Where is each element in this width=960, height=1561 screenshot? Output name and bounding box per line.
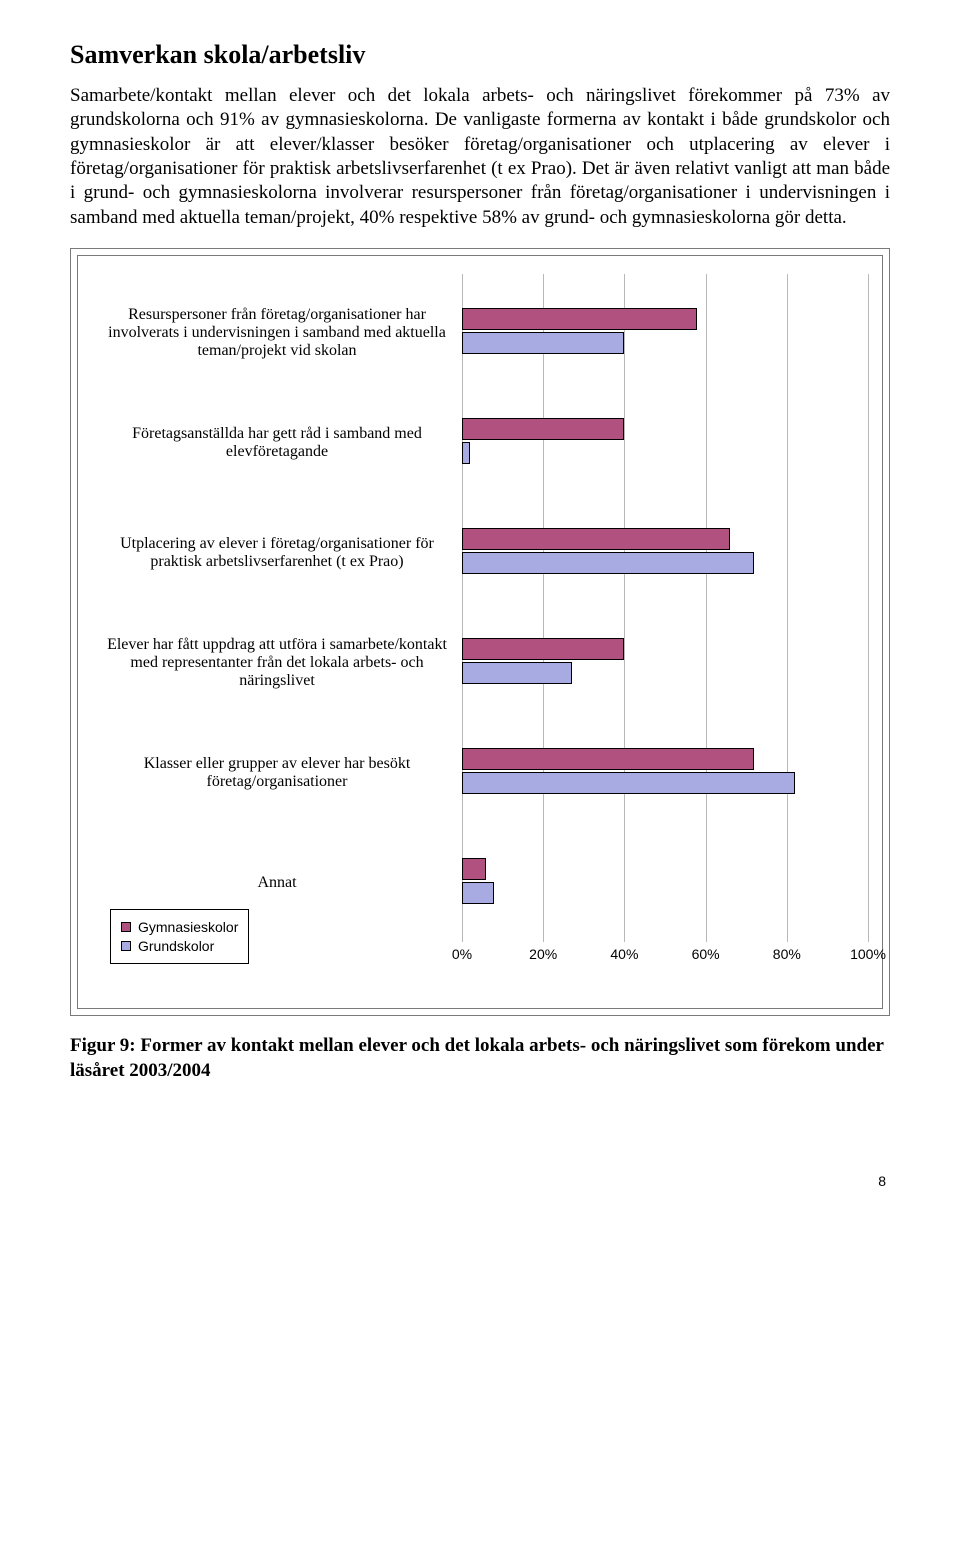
chart-row-bars bbox=[462, 498, 868, 608]
chart-row-label: Utplacering av elever i företag/organisa… bbox=[92, 535, 462, 571]
bar-grund bbox=[462, 772, 795, 794]
chart-row: Elever har fått uppdrag att utföra i sam… bbox=[92, 608, 868, 718]
gridline bbox=[868, 274, 869, 942]
chart-row-label: Klasser eller grupper av elever har besö… bbox=[92, 755, 462, 791]
chart-legend: Gymnasieskolor Grundskolor bbox=[110, 909, 249, 964]
chart-row-bars bbox=[462, 608, 868, 718]
bar-gymnasium bbox=[462, 858, 486, 880]
legend-label-gymnasium: Gymnasieskolor bbox=[138, 919, 238, 935]
legend-item-gymnasium: Gymnasieskolor bbox=[121, 919, 238, 935]
chart-row: Utplacering av elever i företag/organisa… bbox=[92, 498, 868, 608]
axis-tick-label: 20% bbox=[529, 946, 557, 962]
axis-tick-label: 40% bbox=[610, 946, 638, 962]
axis-tick-label: 80% bbox=[773, 946, 801, 962]
page-number: 8 bbox=[70, 1173, 890, 1189]
legend-item-grund: Grundskolor bbox=[121, 938, 238, 954]
bar-gymnasium bbox=[462, 308, 697, 330]
chart-plot-area: Resurspersoner från företag/organisation… bbox=[92, 278, 868, 938]
chart-row-label: Företagsanställda har gett råd i samband… bbox=[92, 425, 462, 461]
legend-swatch-grund bbox=[121, 941, 131, 951]
bar-grund bbox=[462, 882, 494, 904]
axis-tick-label: 100% bbox=[850, 946, 886, 962]
bar-grund bbox=[462, 662, 572, 684]
bar-grund bbox=[462, 442, 470, 464]
chart-row: Företagsanställda har gett råd i samband… bbox=[92, 388, 868, 498]
axis-tick-label: 0% bbox=[452, 946, 472, 962]
body-paragraph: Samarbete/kontakt mellan elever och det … bbox=[70, 84, 890, 230]
chart-row-label: Resurspersoner från företag/organisation… bbox=[92, 306, 462, 360]
chart-outer-frame: Resurspersoner från företag/organisation… bbox=[70, 248, 890, 1016]
bar-gymnasium bbox=[462, 638, 624, 660]
bar-grund bbox=[462, 552, 754, 574]
chart-row-bars bbox=[462, 718, 868, 828]
chart-x-axis: 0%20%40%60%80%100% bbox=[462, 938, 868, 968]
bar-gymnasium bbox=[462, 528, 730, 550]
figure-caption: Figur 9: Former av kontakt mellan elever… bbox=[70, 1034, 890, 1083]
bar-gymnasium bbox=[462, 748, 754, 770]
chart-row: Klasser eller grupper av elever har besö… bbox=[92, 718, 868, 828]
chart-inner-frame: Resurspersoner från företag/organisation… bbox=[77, 255, 883, 1009]
axis-tick-label: 60% bbox=[692, 946, 720, 962]
legend-swatch-gymnasium bbox=[121, 922, 131, 932]
chart-row: Resurspersoner från företag/organisation… bbox=[92, 278, 868, 388]
chart-row-bars bbox=[462, 828, 868, 938]
chart-row-bars bbox=[462, 278, 868, 388]
bar-grund bbox=[462, 332, 624, 354]
chart-row-bars bbox=[462, 388, 868, 498]
bar-gymnasium bbox=[462, 418, 624, 440]
section-heading: Samverkan skola/arbetsliv bbox=[70, 40, 890, 70]
chart-row-label: Elever har fått uppdrag att utföra i sam… bbox=[92, 636, 462, 690]
legend-label-grund: Grundskolor bbox=[138, 938, 214, 954]
chart-row-label: Annat bbox=[92, 874, 462, 892]
